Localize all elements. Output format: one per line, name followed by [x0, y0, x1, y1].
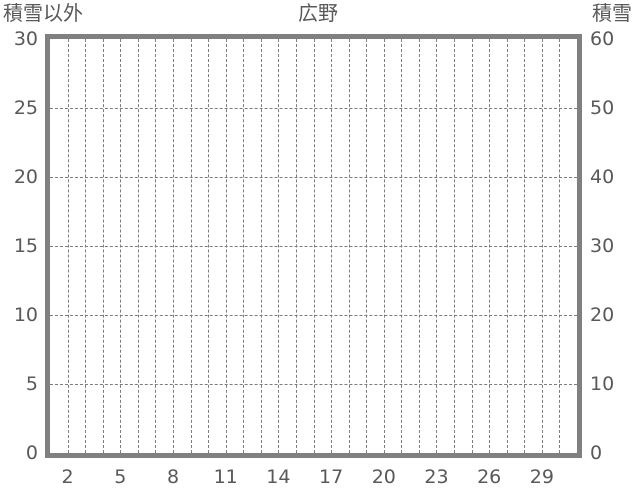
left-axis-title: 積雪以外	[3, 1, 83, 25]
right-axis-tick-label: 50	[590, 97, 615, 119]
x-axis-tick-label: 20	[371, 466, 396, 488]
chart-title: 広野	[298, 1, 338, 25]
right-axis-tick-label: 20	[590, 304, 615, 326]
plot-area	[45, 34, 582, 458]
x-axis-tick-label: 29	[529, 466, 554, 488]
left-axis-tick-label: 10	[13, 304, 38, 326]
series-layer	[50, 39, 577, 453]
right-axis-title: 積雪	[592, 1, 632, 25]
x-axis-tick-label: 23	[424, 466, 449, 488]
right-axis-tick-label: 40	[590, 166, 615, 188]
x-axis-tick-label: 5	[114, 466, 127, 488]
right-axis-tick-label: 60	[590, 28, 615, 50]
x-axis-tick-label: 8	[166, 466, 180, 488]
x-axis-tick-label: 17	[319, 466, 344, 488]
x-axis-tick-label: 14	[266, 466, 291, 488]
right-axis-tick-label: 30	[590, 235, 615, 257]
x-axis-tick-label: 11	[213, 466, 238, 488]
left-axis-tick-label: 0	[25, 442, 38, 464]
chart-header: 積雪以外 広野 積雪	[0, 0, 636, 30]
left-axis-tick-label: 5	[25, 373, 38, 395]
x-axis-tick-label: 26	[477, 466, 502, 488]
left-axis-tick-label: 30	[13, 28, 38, 50]
left-axis-tick-label: 15	[13, 235, 38, 257]
left-axis-tick-label: 25	[13, 97, 38, 119]
left-axis-tick-label: 20	[13, 166, 38, 188]
right-axis-tick-label: 10	[590, 373, 615, 395]
x-axis-tick-label: 2	[61, 466, 74, 488]
right-axis-tick-label: 0	[590, 442, 603, 464]
